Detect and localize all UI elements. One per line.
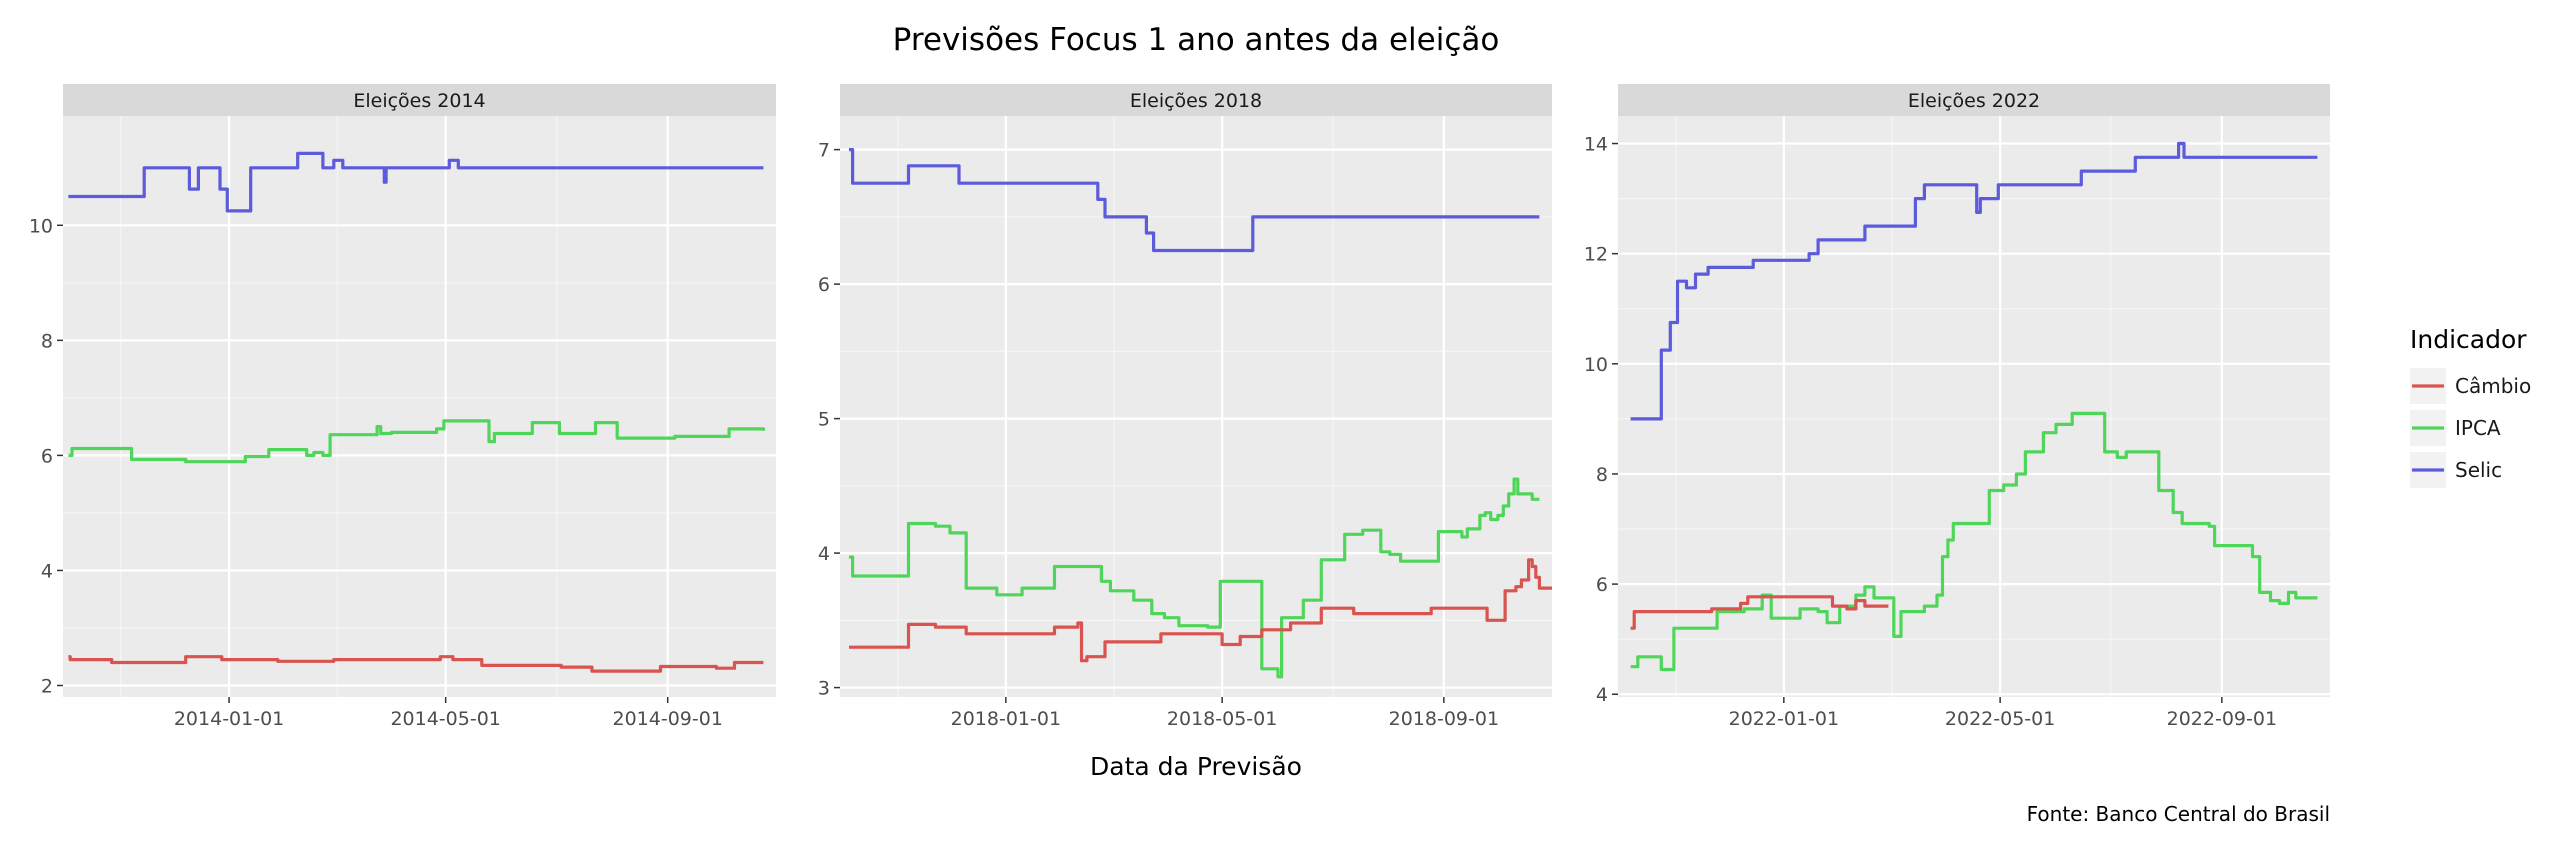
y-tick-label: 8	[41, 330, 53, 352]
legend-label: Selic	[2455, 458, 2502, 482]
x-tick-label: 2022-09-01	[2167, 708, 2277, 730]
panel-background	[1618, 116, 2330, 697]
series-line-ipca	[849, 477, 1540, 679]
y-tick-label: 6	[818, 274, 830, 296]
panel-1: Eleições 2014 2 4 6 8 10 2014-01-01 2014-05-01 2…	[29, 84, 776, 730]
legend: Indicador Câmbio IPCA Selic	[2410, 325, 2531, 488]
panel-3: Eleições 2022 4 6 8 10 12 14 2022-01-01 2022-05-…	[1584, 84, 2330, 730]
panel-strip	[63, 84, 776, 116]
x-tick-label: 2014-05-01	[390, 708, 500, 730]
series-line-selic	[68, 151, 764, 213]
series-line-cambio	[68, 655, 764, 673]
panel-strip	[840, 84, 1552, 116]
legend-label: Câmbio	[2455, 374, 2531, 398]
series-line-ipca	[1630, 411, 2318, 672]
series-line-ipca	[68, 419, 765, 464]
y-tick-label: 12	[1584, 244, 1608, 266]
series-line-selic	[1630, 141, 2318, 421]
x-tick-label: 2014-01-01	[174, 708, 284, 730]
legend-label: IPCA	[2455, 416, 2501, 440]
source-caption: Fonte: Banco Central do Brasil	[2027, 802, 2330, 826]
series-line-cambio	[849, 558, 1552, 663]
chart-title: Previsões Focus 1 ano antes da eleição	[893, 22, 1500, 58]
panel-background	[63, 116, 776, 697]
y-tick-label: 10	[1584, 354, 1608, 376]
x-tick-label: 2014-09-01	[612, 708, 722, 730]
panel-title: Eleições 2022	[1908, 90, 2040, 112]
facet-panels: Eleições 2014 2 4 6 8 10 2014-01-01 2014-05-01 2…	[29, 84, 2330, 730]
y-tick-label: 10	[29, 215, 53, 237]
y-tick-label: 5	[818, 409, 830, 431]
y-tick-label: 7	[818, 140, 830, 162]
panel-title: Eleições 2014	[353, 90, 485, 112]
y-tick-label: 3	[818, 678, 830, 700]
y-tick-label: 4	[41, 560, 53, 582]
panel-2: Eleições 2018 3 4 5 6 7 2018-01-01 2018-05-01 20…	[818, 84, 1552, 730]
legend-title: Indicador	[2410, 325, 2527, 354]
series-line-cambio	[1630, 595, 1889, 630]
y-tick-label: 6	[1596, 574, 1608, 596]
y-tick-label: 14	[1584, 134, 1608, 156]
y-tick-label: 2	[41, 675, 53, 697]
x-tick-label: 2022-01-01	[1729, 708, 1839, 730]
x-tick-label: 2018-01-01	[951, 708, 1061, 730]
y-tick-label: 8	[1596, 464, 1608, 486]
y-tick-label: 6	[41, 445, 53, 467]
x-tick-label: 2018-09-01	[1389, 708, 1499, 730]
panel-title: Eleições 2018	[1130, 90, 1262, 112]
panel-strip	[1618, 84, 2330, 116]
panel-background	[840, 116, 1552, 697]
x-axis-label: Data da Previsão	[1090, 752, 1302, 781]
y-tick-label: 4	[1596, 684, 1608, 706]
y-tick-label: 4	[818, 543, 830, 565]
x-tick-label: 2018-05-01	[1167, 708, 1277, 730]
series-line-selic	[849, 148, 1540, 253]
x-tick-label: 2022-05-01	[1945, 708, 2055, 730]
